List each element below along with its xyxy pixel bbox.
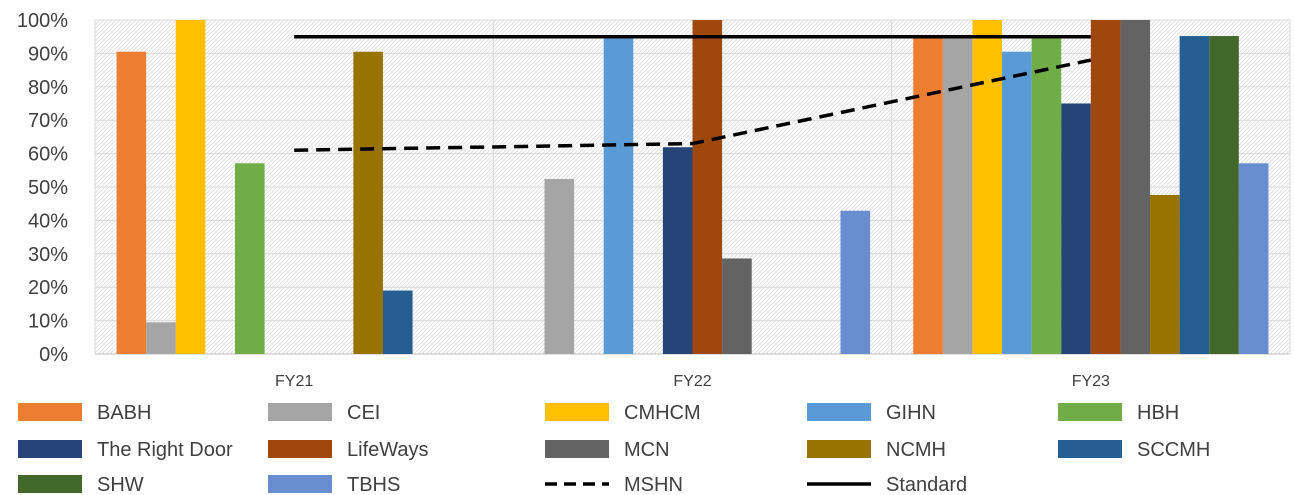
legend-label: SCCMH	[1137, 439, 1210, 461]
legend-item-mcn: MCN	[545, 439, 670, 461]
bar-mcn-fy23	[1120, 20, 1151, 354]
legend-swatch	[268, 475, 332, 493]
bars	[116, 20, 1269, 354]
legend: BABH CEI CMHCM GIHN HBH The Right Door LifeWay…	[18, 402, 1210, 495]
x-axis: FY21 FY22 FY23	[275, 373, 1110, 390]
bar-tbhs-fy23	[1238, 163, 1269, 354]
bar-cmhcm-fy21	[175, 20, 206, 354]
legend-swatch	[1058, 403, 1122, 421]
legend-item-standard: Standard	[807, 474, 967, 495]
y-tick-label: 90%	[28, 43, 68, 65]
legend-item-cei: CEI	[268, 402, 380, 424]
legend-swatch	[807, 440, 871, 458]
x-tick-label: FY22	[673, 373, 711, 390]
bar-sccmh-fy21	[382, 290, 413, 354]
legend-label: TBHS	[347, 474, 400, 495]
legend-label: SHW	[97, 474, 144, 495]
bar-sccmh-fy23	[1179, 36, 1210, 354]
y-tick-label: 40%	[28, 210, 68, 232]
legend-swatch	[268, 440, 332, 458]
series-lines	[294, 34, 1092, 153]
y-tick-label: 0%	[39, 344, 68, 366]
legend-item-hbh: HBH	[1058, 402, 1179, 424]
legend-label: CEI	[347, 402, 380, 424]
legend-label: HBH	[1137, 402, 1179, 424]
bar-cei-fy23	[942, 36, 973, 354]
bar-gihn-fy23	[1002, 51, 1032, 354]
legend-swatch	[545, 403, 609, 421]
legend-swatch	[545, 440, 609, 458]
legend-swatch	[268, 403, 332, 421]
bar-mcn-fy22	[722, 258, 752, 354]
legend-label: BABH	[97, 402, 151, 424]
bar-hbh-fy21	[234, 163, 265, 354]
legend-label: CMHCM	[624, 402, 701, 424]
bar-the-right-door-fy22	[662, 147, 693, 354]
legend-item-cmhcm: CMHCM	[545, 402, 701, 424]
legend-item-lifeways: LifeWays	[268, 439, 429, 461]
legend-item-ncmh: NCMH	[807, 439, 946, 461]
x-tick-label: FY23	[1072, 373, 1110, 390]
legend-swatch	[18, 440, 82, 458]
bar-hbh-fy23	[1031, 36, 1062, 354]
bar-cei-fy22	[544, 178, 575, 354]
bar-lifeways-fy23	[1090, 20, 1121, 354]
legend-item-mshn: MSHN	[545, 474, 683, 495]
y-tick-label: 100%	[17, 10, 68, 32]
bar-tbhs-fy22	[840, 210, 871, 354]
legend-label: NCMH	[886, 439, 946, 461]
legend-swatch	[807, 403, 871, 421]
legend-item-babh: BABH	[18, 402, 151, 424]
legend-swatch	[1058, 440, 1122, 458]
bar-shw-fy23	[1209, 36, 1239, 354]
bar-the-right-door-fy23	[1061, 103, 1091, 354]
legend-item-gihn: GIHN	[807, 402, 936, 424]
bar-babh-fy23	[913, 36, 943, 354]
line-mshn	[294, 58, 1092, 153]
y-tick-label: 20%	[28, 277, 68, 299]
y-tick-label: 50%	[28, 177, 68, 199]
y-tick-label: 60%	[28, 144, 68, 166]
bar-lifeways-fy22	[692, 20, 723, 354]
legend-label: Standard	[886, 474, 967, 495]
bar-ncmh-fy21	[353, 51, 383, 354]
legend-label: The Right Door	[97, 439, 233, 461]
bar-cmhcm-fy23	[972, 20, 1003, 354]
legend-item-shw: SHW	[18, 474, 144, 495]
bar-cei-fy21	[146, 322, 176, 354]
bar-babh-fy21	[116, 51, 147, 354]
bar-ncmh-fy23	[1150, 195, 1180, 354]
x-tick-label: FY21	[275, 373, 313, 390]
legend-label: MCN	[624, 439, 670, 461]
legend-label: GIHN	[886, 402, 936, 424]
legend-item-tbhs: TBHS	[268, 474, 400, 495]
legend-label: MSHN	[624, 474, 683, 495]
legend-item-sccmh: SCCMH	[1058, 439, 1210, 461]
bar-gihn-fy22	[603, 36, 634, 354]
legend-swatch	[18, 403, 82, 421]
legend-item-the-right-door: The Right Door	[18, 439, 233, 461]
legend-swatch	[18, 475, 82, 493]
legend-label: LifeWays	[347, 439, 429, 461]
y-tick-label: 70%	[28, 110, 68, 132]
y-tick-label: 10%	[28, 311, 68, 333]
y-tick-label: 80%	[28, 77, 68, 99]
y-tick-label: 30%	[28, 244, 68, 266]
y-axis: 0% 10% 20% 30% 40% 50% 60% 70% 80% 90% 100%	[17, 10, 68, 366]
